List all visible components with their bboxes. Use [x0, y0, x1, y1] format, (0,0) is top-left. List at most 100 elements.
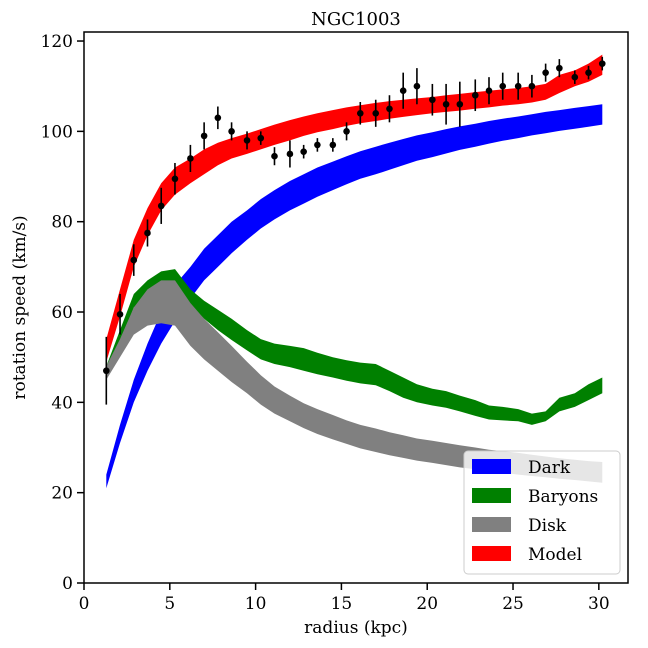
observed-point [456, 81, 464, 127]
observed-point [399, 72, 407, 109]
observed-point [514, 72, 522, 100]
observed-point [144, 219, 151, 247]
band-model [106, 54, 603, 362]
y-axis-title: rotation speed (km/s) [10, 215, 30, 399]
x-tick-label: 0 [79, 594, 90, 614]
data-point [542, 69, 549, 76]
y-tick-label: 120 [41, 32, 73, 52]
x-tick-label: 5 [164, 594, 175, 614]
y-tick-label: 100 [41, 122, 73, 142]
observed-point [171, 162, 179, 195]
data-point [116, 310, 124, 318]
observed-point [157, 187, 165, 224]
band-dark [106, 104, 603, 489]
observed-point [257, 131, 265, 145]
data-point [157, 202, 165, 210]
data-point [556, 64, 563, 72]
legend-label: Disk [528, 516, 567, 536]
legend-box [463, 450, 621, 575]
observed-point [286, 140, 294, 168]
x-tick-label: 20 [416, 594, 438, 614]
data-point [386, 105, 393, 113]
bands-layer [106, 54, 603, 489]
observed-point [528, 74, 536, 98]
observed-point [571, 70, 579, 84]
data-point [343, 128, 350, 135]
legend-swatch [472, 546, 511, 561]
data-point [103, 367, 110, 375]
observed-point [499, 72, 507, 100]
legend-label: Dark [528, 458, 571, 478]
y-tick-label: 0 [62, 574, 73, 594]
observed-points-layer [103, 56, 606, 405]
x-tick-label: 10 [245, 594, 267, 614]
observed-point [585, 65, 592, 80]
data-point [499, 82, 507, 90]
data-point [456, 100, 464, 108]
legend-item-baryons: Baryons [472, 487, 598, 507]
data-point [171, 175, 179, 183]
axes-layer: 0 5 10 15 20 25 30 0 20 40 60 80 100 120 [41, 31, 629, 614]
data-point [300, 148, 307, 155]
legend-swatch [472, 488, 511, 503]
observed-point [343, 122, 350, 141]
data-point [286, 150, 294, 158]
observed-point [103, 336, 110, 405]
observed-point [243, 131, 251, 150]
observed-point [542, 63, 549, 82]
observed-point [116, 293, 124, 335]
plot-frame [83, 31, 629, 584]
y-tick-label: 60 [51, 303, 73, 323]
x-tick-label: 25 [502, 594, 524, 614]
observed-point [598, 56, 606, 71]
x-tick-label: 15 [331, 594, 353, 614]
legend-item-model: Model [472, 545, 582, 565]
y-tick-label: 40 [51, 393, 73, 413]
observed-point [329, 138, 337, 152]
x-tick-label: 30 [588, 594, 610, 614]
observed-point [386, 95, 393, 123]
observed-point [200, 122, 208, 150]
data-point [571, 73, 579, 81]
y-tick-label: 20 [51, 484, 73, 504]
data-point [514, 82, 522, 90]
observed-point [228, 122, 235, 141]
data-point [243, 137, 251, 144]
data-point [598, 60, 606, 67]
data-point [429, 96, 436, 104]
data-point [130, 256, 138, 264]
data-point [314, 141, 321, 149]
data-point [372, 109, 380, 117]
data-point [228, 128, 235, 135]
observed-point [314, 138, 321, 152]
legend-item-dark: Dark [472, 458, 571, 478]
y-tick-label: 80 [51, 213, 73, 233]
observed-point [214, 106, 222, 130]
data-point [442, 100, 450, 108]
data-point [585, 69, 592, 76]
legend-label: Model [528, 545, 582, 565]
chart-title: NGC1003 [311, 9, 401, 30]
data-point [200, 132, 208, 140]
legend: Dark Baryons Disk Model [463, 450, 621, 575]
observed-point [556, 59, 563, 78]
legend-swatch [472, 517, 511, 532]
legend-item-disk: Disk [472, 516, 567, 536]
observed-point [356, 102, 364, 125]
data-point [413, 82, 421, 90]
observed-point [271, 147, 278, 166]
observed-point [300, 144, 307, 159]
observed-point [372, 99, 380, 127]
legend-swatch [472, 459, 511, 474]
data-point [144, 229, 151, 237]
observed-point [429, 83, 436, 116]
data-point [471, 91, 479, 99]
data-point [528, 82, 536, 90]
x-axis-title: radius (kpc) [304, 618, 408, 638]
observed-point [442, 83, 450, 125]
data-point [214, 114, 222, 122]
legend-label: Baryons [528, 487, 598, 507]
data-point [257, 134, 265, 142]
data-point [356, 109, 364, 117]
